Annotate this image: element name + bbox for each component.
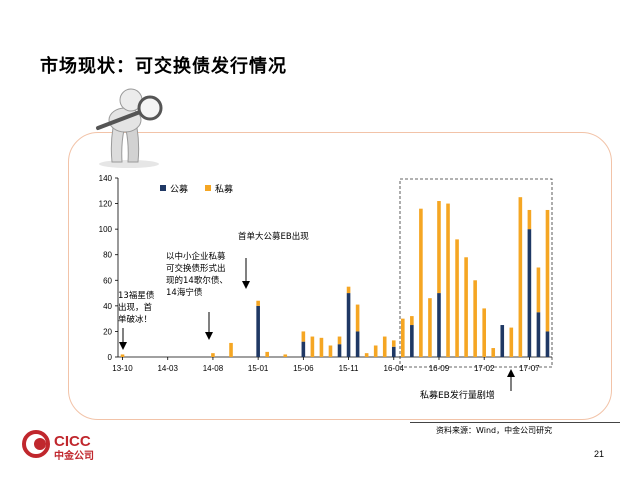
chart-frame: [68, 132, 612, 420]
page-title: 市场现状：可交换债发行情况: [40, 56, 287, 77]
source-note: 资料来源：Wind，中金公司研究: [436, 426, 553, 435]
magnifier-figure-icon: [96, 88, 163, 168]
logo-en: CICC: [54, 433, 91, 450]
page-number: 21: [594, 449, 605, 459]
cicc-logo: CICC 中金公司: [22, 428, 142, 466]
logo-cn: 中金公司: [54, 449, 94, 462]
source-rule: [410, 422, 620, 423]
